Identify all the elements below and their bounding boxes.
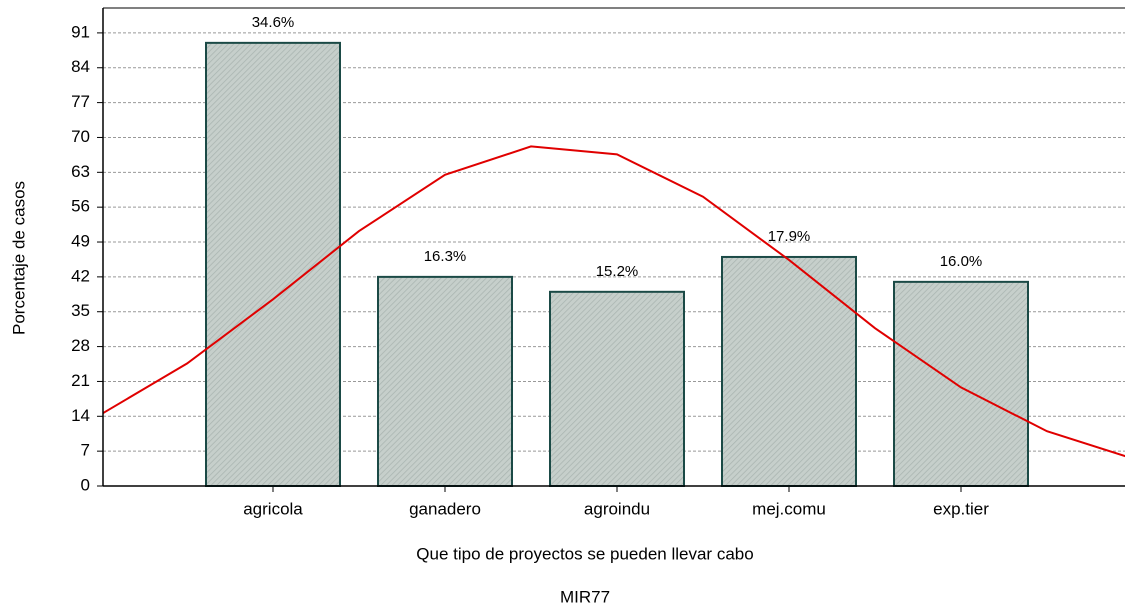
bar <box>205 41 341 488</box>
y-tick-label: 14 <box>71 406 90 425</box>
y-tick-label: 49 <box>71 232 90 251</box>
y-tick-label: 63 <box>71 162 90 181</box>
y-tick-label: 21 <box>71 371 90 390</box>
y-tick-label: 70 <box>71 127 90 146</box>
y-tick-label: 28 <box>71 336 90 355</box>
y-tick-label: 7 <box>81 441 90 460</box>
curve-group <box>103 145 1125 458</box>
bar <box>549 290 685 487</box>
bar-label: 34.6% <box>252 14 295 31</box>
x-tick-label: ganadero <box>409 499 481 518</box>
y-tick-label: 42 <box>71 266 90 285</box>
x-tick-label: mej.comu <box>752 499 826 518</box>
y-tick-label: 91 <box>71 22 90 41</box>
bar-label: 15.2% <box>596 263 639 280</box>
y-tick-label: 77 <box>71 92 90 111</box>
x-tick-label: exp.tier <box>933 499 989 518</box>
bar <box>893 280 1029 487</box>
y-tick-label: 35 <box>71 301 90 320</box>
x-tick-label: agroindu <box>584 499 650 518</box>
fit-curve <box>103 145 1125 458</box>
y-axis-label: Porcentaje de casos <box>9 181 28 335</box>
bar <box>721 255 857 488</box>
bar <box>377 275 513 487</box>
y-tick-label: 84 <box>71 57 90 76</box>
y-tick-label: 0 <box>81 475 90 494</box>
x-axis-label: Que tipo de proyectos se pueden llevar c… <box>416 544 753 563</box>
bar-label: 17.9% <box>768 228 811 245</box>
y-tick-label: 56 <box>71 197 90 216</box>
bar-label: 16.0% <box>940 253 983 270</box>
bar-label: 16.3% <box>424 248 467 265</box>
x-tick-label: agricola <box>243 499 303 518</box>
subtitle: MIR77 <box>560 587 610 606</box>
